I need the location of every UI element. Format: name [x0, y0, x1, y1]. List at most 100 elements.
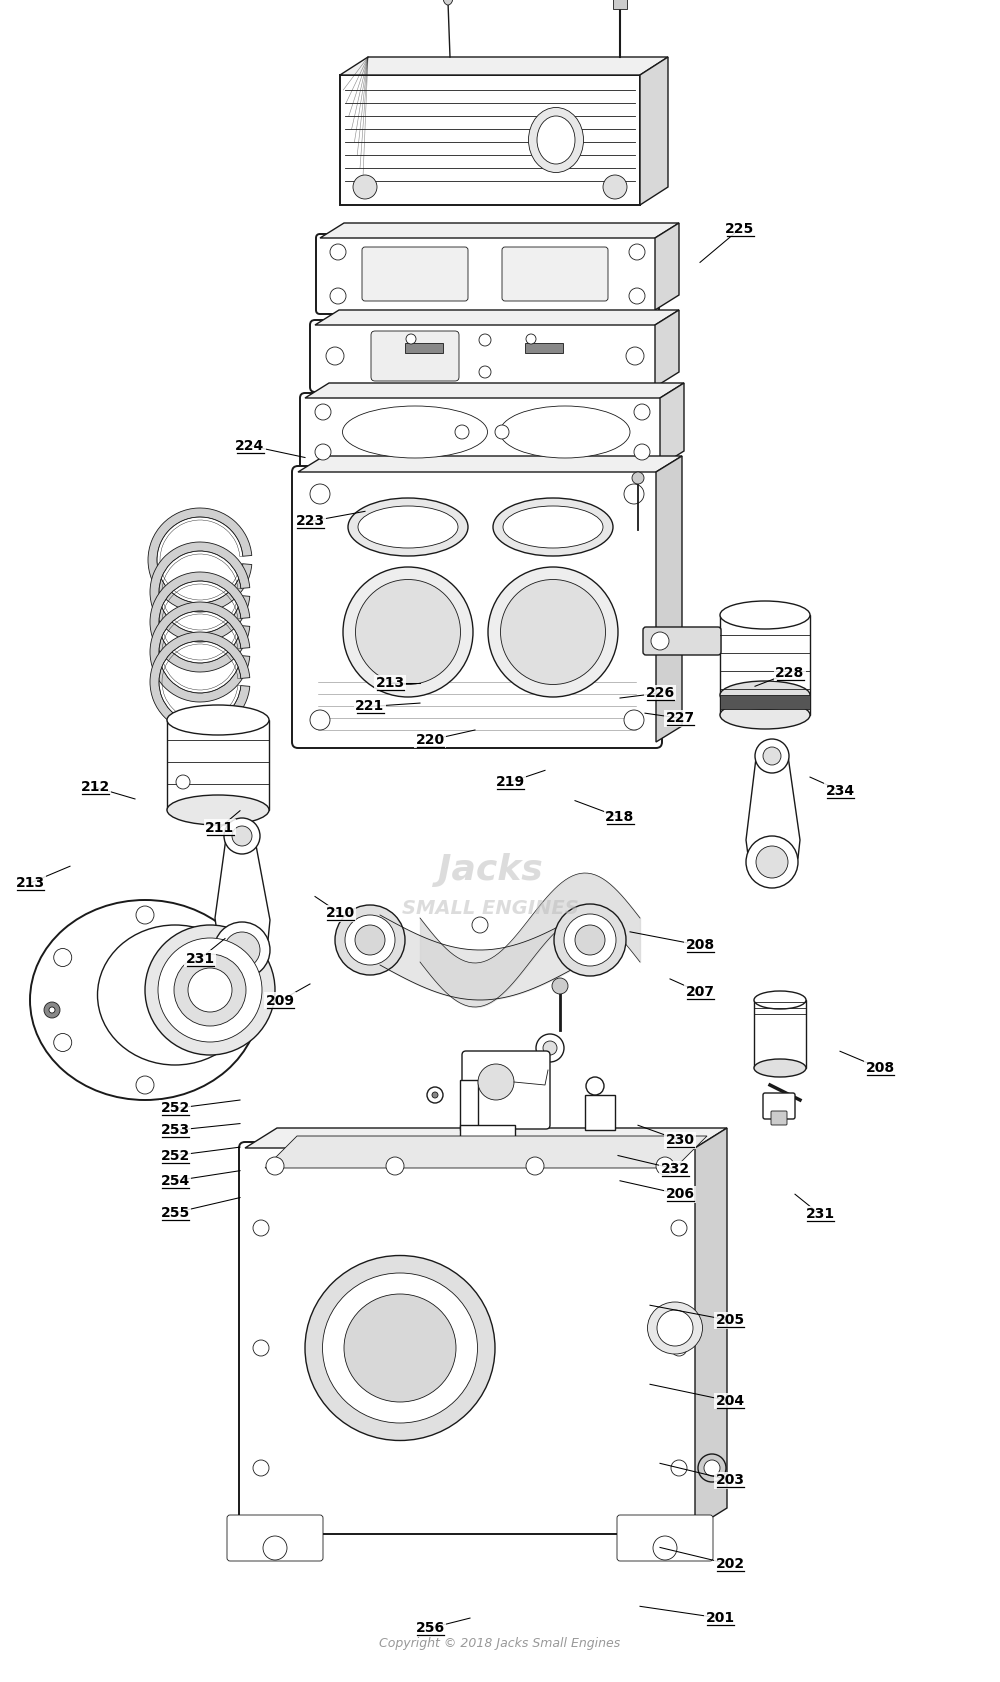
- Text: 203: 203: [716, 1473, 744, 1487]
- Circle shape: [224, 932, 260, 969]
- Circle shape: [653, 1536, 677, 1559]
- Polygon shape: [215, 829, 270, 960]
- Text: 212: 212: [80, 780, 110, 794]
- Circle shape: [432, 1092, 438, 1098]
- Ellipse shape: [488, 567, 618, 696]
- Circle shape: [136, 907, 154, 923]
- Bar: [340, 76, 640, 205]
- Polygon shape: [640, 57, 668, 205]
- Text: 228: 228: [775, 666, 805, 680]
- Bar: [460, 1125, 515, 1139]
- Ellipse shape: [575, 925, 605, 955]
- Circle shape: [218, 1033, 236, 1051]
- FancyBboxPatch shape: [462, 1051, 550, 1129]
- Circle shape: [315, 444, 331, 459]
- Text: 256: 256: [415, 1621, 445, 1635]
- Ellipse shape: [503, 506, 603, 548]
- Ellipse shape: [98, 925, 252, 1065]
- Circle shape: [634, 404, 650, 420]
- Ellipse shape: [754, 1060, 806, 1076]
- Text: 232: 232: [660, 1162, 690, 1176]
- FancyBboxPatch shape: [310, 320, 660, 392]
- Circle shape: [671, 1341, 687, 1356]
- Ellipse shape: [500, 405, 630, 458]
- Circle shape: [49, 1008, 55, 1013]
- Circle shape: [353, 175, 377, 198]
- Wedge shape: [150, 542, 250, 643]
- FancyBboxPatch shape: [167, 720, 269, 811]
- Circle shape: [406, 335, 416, 345]
- Bar: [405, 343, 443, 353]
- Circle shape: [698, 1453, 726, 1482]
- Text: SMALL ENGINES: SMALL ENGINES: [402, 898, 578, 917]
- Bar: [613, 0, 627, 8]
- Circle shape: [330, 244, 346, 261]
- Text: 231: 231: [185, 952, 215, 965]
- Circle shape: [188, 969, 232, 1013]
- FancyBboxPatch shape: [227, 1515, 323, 1561]
- Circle shape: [755, 738, 789, 774]
- Text: 231: 231: [805, 1208, 835, 1221]
- Circle shape: [763, 747, 781, 765]
- Circle shape: [657, 1310, 693, 1346]
- FancyBboxPatch shape: [643, 627, 721, 654]
- Circle shape: [330, 288, 346, 304]
- Polygon shape: [320, 224, 679, 237]
- Ellipse shape: [754, 991, 806, 1009]
- Wedge shape: [150, 572, 250, 673]
- Ellipse shape: [537, 116, 575, 165]
- Circle shape: [266, 1157, 284, 1176]
- Polygon shape: [298, 456, 682, 473]
- Polygon shape: [660, 383, 684, 466]
- Text: 219: 219: [495, 775, 525, 789]
- Text: 252: 252: [160, 1149, 190, 1162]
- Text: Jacks: Jacks: [438, 853, 542, 886]
- Circle shape: [145, 925, 275, 1055]
- Ellipse shape: [167, 705, 269, 735]
- Text: 225: 225: [725, 222, 755, 235]
- Ellipse shape: [443, 0, 453, 5]
- Text: 230: 230: [666, 1134, 694, 1147]
- FancyBboxPatch shape: [502, 247, 608, 301]
- FancyBboxPatch shape: [292, 466, 662, 748]
- Text: 207: 207: [686, 986, 714, 999]
- Text: 224: 224: [235, 439, 265, 452]
- Circle shape: [536, 1034, 564, 1061]
- Text: 201: 201: [705, 1611, 735, 1625]
- Ellipse shape: [648, 1302, 702, 1354]
- Circle shape: [526, 335, 536, 345]
- Text: 205: 205: [715, 1314, 745, 1327]
- Circle shape: [263, 1536, 287, 1559]
- Circle shape: [54, 1033, 72, 1051]
- Circle shape: [586, 1076, 604, 1095]
- Bar: [585, 1095, 615, 1130]
- Circle shape: [603, 175, 627, 198]
- Text: 206: 206: [666, 1187, 694, 1201]
- Polygon shape: [656, 456, 682, 742]
- Circle shape: [495, 426, 509, 439]
- Text: 227: 227: [665, 711, 695, 725]
- Bar: [720, 616, 810, 715]
- Ellipse shape: [554, 903, 626, 976]
- Circle shape: [651, 632, 669, 649]
- Text: 213: 213: [375, 676, 405, 690]
- Circle shape: [253, 1460, 269, 1477]
- Text: 223: 223: [295, 515, 325, 528]
- Circle shape: [543, 1041, 557, 1055]
- Ellipse shape: [564, 913, 616, 965]
- Text: 210: 210: [325, 907, 355, 920]
- Text: 202: 202: [715, 1558, 745, 1571]
- Ellipse shape: [167, 796, 269, 824]
- Circle shape: [478, 1065, 514, 1100]
- Text: 211: 211: [205, 821, 235, 834]
- Ellipse shape: [528, 108, 584, 173]
- Circle shape: [214, 922, 270, 977]
- FancyBboxPatch shape: [316, 234, 659, 315]
- FancyBboxPatch shape: [763, 1093, 795, 1119]
- FancyBboxPatch shape: [239, 1142, 701, 1534]
- Polygon shape: [265, 1135, 707, 1167]
- Circle shape: [326, 346, 344, 365]
- Circle shape: [624, 484, 644, 505]
- Circle shape: [671, 1460, 687, 1477]
- FancyBboxPatch shape: [362, 247, 468, 301]
